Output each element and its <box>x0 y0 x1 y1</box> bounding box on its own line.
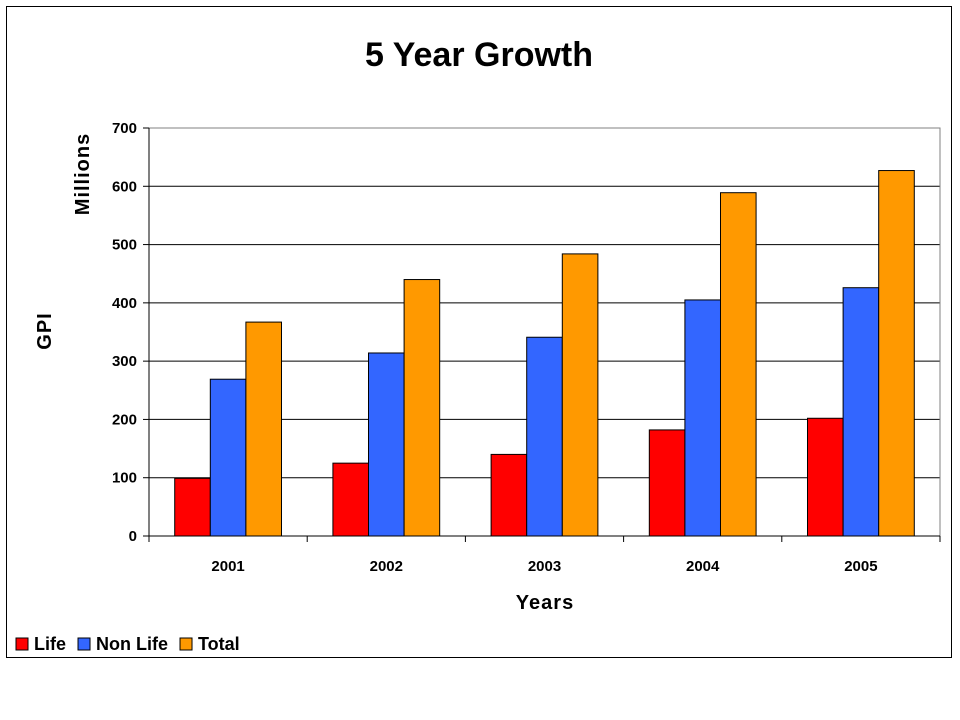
y-tick-label: 600 <box>112 178 137 195</box>
legend-label: Life <box>34 634 66 654</box>
y-tick-label: 100 <box>112 470 137 487</box>
legend-swatch <box>77 637 91 651</box>
x-tick-label: 2002 <box>370 558 403 575</box>
y-tick-label: 400 <box>112 295 137 312</box>
y-tick-label: 0 <box>129 528 137 545</box>
bar-non-life <box>368 352 405 537</box>
bars <box>174 170 915 537</box>
bar-life <box>490 453 528 537</box>
bar-non-life <box>684 299 721 537</box>
x-axis-title: Years <box>516 592 574 614</box>
bar-life <box>174 477 211 537</box>
y-tick-label: 500 <box>112 237 137 254</box>
x-tick-label: 2001 <box>211 558 244 575</box>
bar-total <box>878 170 915 537</box>
legend-label: Total <box>198 634 240 654</box>
x-tick-label: 2003 <box>528 558 561 575</box>
bar-total <box>403 279 441 537</box>
y-tick-label: 700 <box>112 120 137 137</box>
x-tick-labels: 2001 2002 2003 2004 2005 <box>211 558 877 575</box>
y-tick-label: 200 <box>112 411 137 428</box>
bar-total <box>561 253 599 537</box>
legend-label: Non Life <box>96 634 168 654</box>
x-tick-label: 2004 <box>686 558 720 575</box>
legend-swatch <box>15 637 29 651</box>
y-tick-label: 300 <box>112 353 137 370</box>
legend: Life Non Life Total <box>15 634 240 654</box>
bar-life <box>648 429 686 537</box>
legend-swatch <box>179 637 193 651</box>
bar-non-life <box>209 378 247 537</box>
bar-non-life <box>526 336 563 537</box>
bar-non-life <box>842 287 880 537</box>
bar-total <box>719 192 757 537</box>
chart-frame <box>6 6 952 658</box>
bar-life <box>332 462 370 537</box>
y-axis-title-top: Millions <box>72 133 94 215</box>
axes <box>143 127 941 542</box>
bar-total <box>245 321 282 537</box>
chart-title: 5 Year Growth <box>365 36 593 74</box>
x-tick-label: 2005 <box>844 558 877 575</box>
bar-life <box>807 417 844 537</box>
y-axis-title-bottom: GPI <box>34 312 56 349</box>
y-tick-labels: 0 100 200 300 400 500 600 700 <box>112 120 137 545</box>
